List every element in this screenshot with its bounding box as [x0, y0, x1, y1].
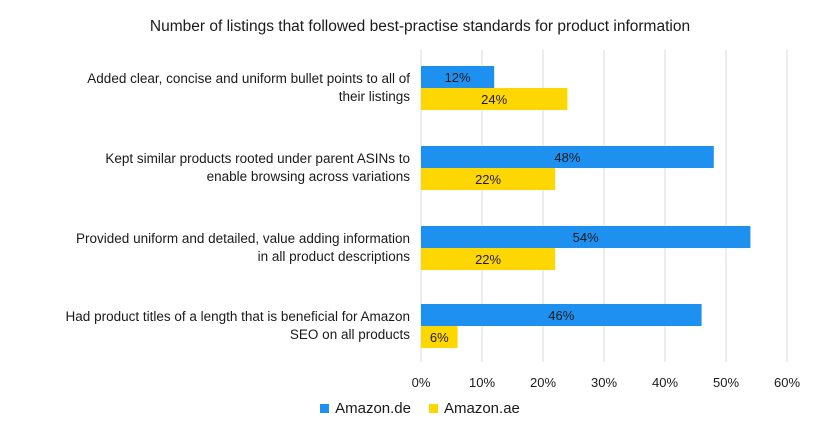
- bar-data-label: 6%: [430, 330, 449, 345]
- bar-amazon-ae: [421, 326, 458, 348]
- bar-amazon-de: [421, 146, 714, 168]
- legend-swatch-amazon-de: [320, 404, 330, 413]
- legend-label-amazon-de: Amazon.de: [335, 400, 411, 417]
- legend-label-amazon-ae: Amazon.ae: [444, 400, 520, 417]
- x-tick-label: 0%: [412, 375, 431, 390]
- category-label: Added clear, concise and uniform bullet …: [87, 71, 410, 104]
- legend-item-amazon-ae: Amazon.ae: [429, 400, 520, 417]
- bar-data-label: 48%: [554, 150, 580, 165]
- legend-item-amazon-de: Amazon.de: [320, 400, 411, 417]
- x-tick-label: 40%: [652, 375, 678, 390]
- bar-data-label: 46%: [548, 308, 574, 323]
- x-tick-label: 60%: [774, 375, 800, 390]
- bar-data-label: 22%: [475, 172, 501, 187]
- bar-amazon-ae: [421, 248, 556, 270]
- chart-title: Number of listings that followed best-pr…: [149, 18, 691, 35]
- bar-amazon-de: [421, 66, 495, 88]
- category-label: Had product titles of a length that is b…: [65, 309, 410, 342]
- bar-data-label: 12%: [445, 70, 471, 85]
- bar-data-label: 24%: [481, 92, 507, 107]
- bar-amazon-ae: [421, 88, 568, 110]
- category-label: Kept similar products rooted under paren…: [105, 151, 410, 184]
- legend-swatch-amazon-ae: [429, 404, 438, 413]
- chart-legend: Amazon.de Amazon.ae: [0, 400, 840, 417]
- bar-data-label: 54%: [573, 230, 599, 245]
- bar-amazon-de: [421, 304, 702, 326]
- x-tick-label: 20%: [530, 375, 556, 390]
- x-tick-label: 50%: [713, 375, 739, 390]
- category-label: Provided uniform and detailed, value add…: [76, 231, 410, 264]
- x-tick-label: 30%: [591, 375, 617, 390]
- x-tick-label: 10%: [469, 375, 495, 390]
- bar-amazon-de: [421, 226, 751, 248]
- bar-data-label: 22%: [475, 252, 501, 267]
- bar-amazon-ae: [421, 168, 556, 190]
